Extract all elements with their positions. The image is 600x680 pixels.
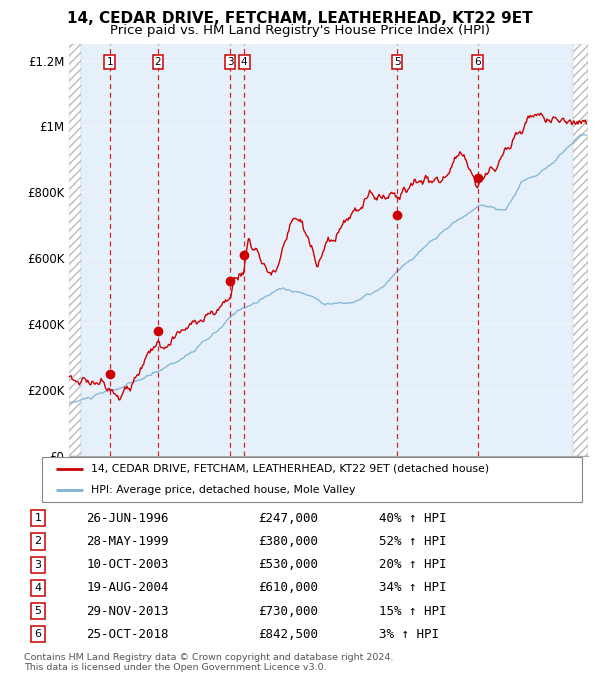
Text: 34% ↑ HPI: 34% ↑ HPI xyxy=(379,581,447,594)
Text: 29-NOV-2013: 29-NOV-2013 xyxy=(86,605,169,617)
Text: 5: 5 xyxy=(35,606,41,616)
Text: 4: 4 xyxy=(35,583,41,593)
Text: 1: 1 xyxy=(107,57,113,67)
Text: 5: 5 xyxy=(394,57,400,67)
Text: 1: 1 xyxy=(35,513,41,523)
Text: 10-OCT-2003: 10-OCT-2003 xyxy=(86,558,169,571)
Text: 2: 2 xyxy=(35,537,41,547)
Bar xyxy=(230,44,244,456)
Bar xyxy=(110,44,158,456)
Text: 20% ↑ HPI: 20% ↑ HPI xyxy=(379,558,447,571)
Text: 14, CEDAR DRIVE, FETCHAM, LEATHERHEAD, KT22 9ET: 14, CEDAR DRIVE, FETCHAM, LEATHERHEAD, K… xyxy=(67,11,533,26)
FancyBboxPatch shape xyxy=(42,457,582,502)
Text: £247,000: £247,000 xyxy=(258,512,318,525)
Text: 40% ↑ HPI: 40% ↑ HPI xyxy=(379,512,447,525)
Bar xyxy=(478,44,573,456)
Bar xyxy=(158,44,230,456)
Text: 26-JUN-1996: 26-JUN-1996 xyxy=(86,512,169,525)
Text: 52% ↑ HPI: 52% ↑ HPI xyxy=(379,535,447,548)
Text: 19-AUG-2004: 19-AUG-2004 xyxy=(86,581,169,594)
Text: 2: 2 xyxy=(155,57,161,67)
Text: HPI: Average price, detached house, Mole Valley: HPI: Average price, detached house, Mole… xyxy=(91,485,355,495)
Text: 15% ↑ HPI: 15% ↑ HPI xyxy=(379,605,447,617)
Text: £610,000: £610,000 xyxy=(258,581,318,594)
Text: 3: 3 xyxy=(227,57,233,67)
Bar xyxy=(397,44,478,456)
Text: £380,000: £380,000 xyxy=(258,535,318,548)
Text: Price paid vs. HM Land Registry's House Price Index (HPI): Price paid vs. HM Land Registry's House … xyxy=(110,24,490,37)
Bar xyxy=(82,44,110,456)
Text: £530,000: £530,000 xyxy=(258,558,318,571)
Text: 3% ↑ HPI: 3% ↑ HPI xyxy=(379,628,439,641)
Text: Contains HM Land Registry data © Crown copyright and database right 2024.
This d: Contains HM Land Registry data © Crown c… xyxy=(24,653,394,673)
Text: 4: 4 xyxy=(241,57,247,67)
Text: 6: 6 xyxy=(35,630,41,639)
Text: 6: 6 xyxy=(475,57,481,67)
Bar xyxy=(69,44,82,456)
Text: 3: 3 xyxy=(35,560,41,570)
Text: £730,000: £730,000 xyxy=(258,605,318,617)
Text: £842,500: £842,500 xyxy=(258,628,318,641)
Text: 14, CEDAR DRIVE, FETCHAM, LEATHERHEAD, KT22 9ET (detached house): 14, CEDAR DRIVE, FETCHAM, LEATHERHEAD, K… xyxy=(91,464,489,474)
Bar xyxy=(244,44,397,456)
Text: 28-MAY-1999: 28-MAY-1999 xyxy=(86,535,169,548)
Bar xyxy=(573,44,588,456)
Text: 25-OCT-2018: 25-OCT-2018 xyxy=(86,628,169,641)
